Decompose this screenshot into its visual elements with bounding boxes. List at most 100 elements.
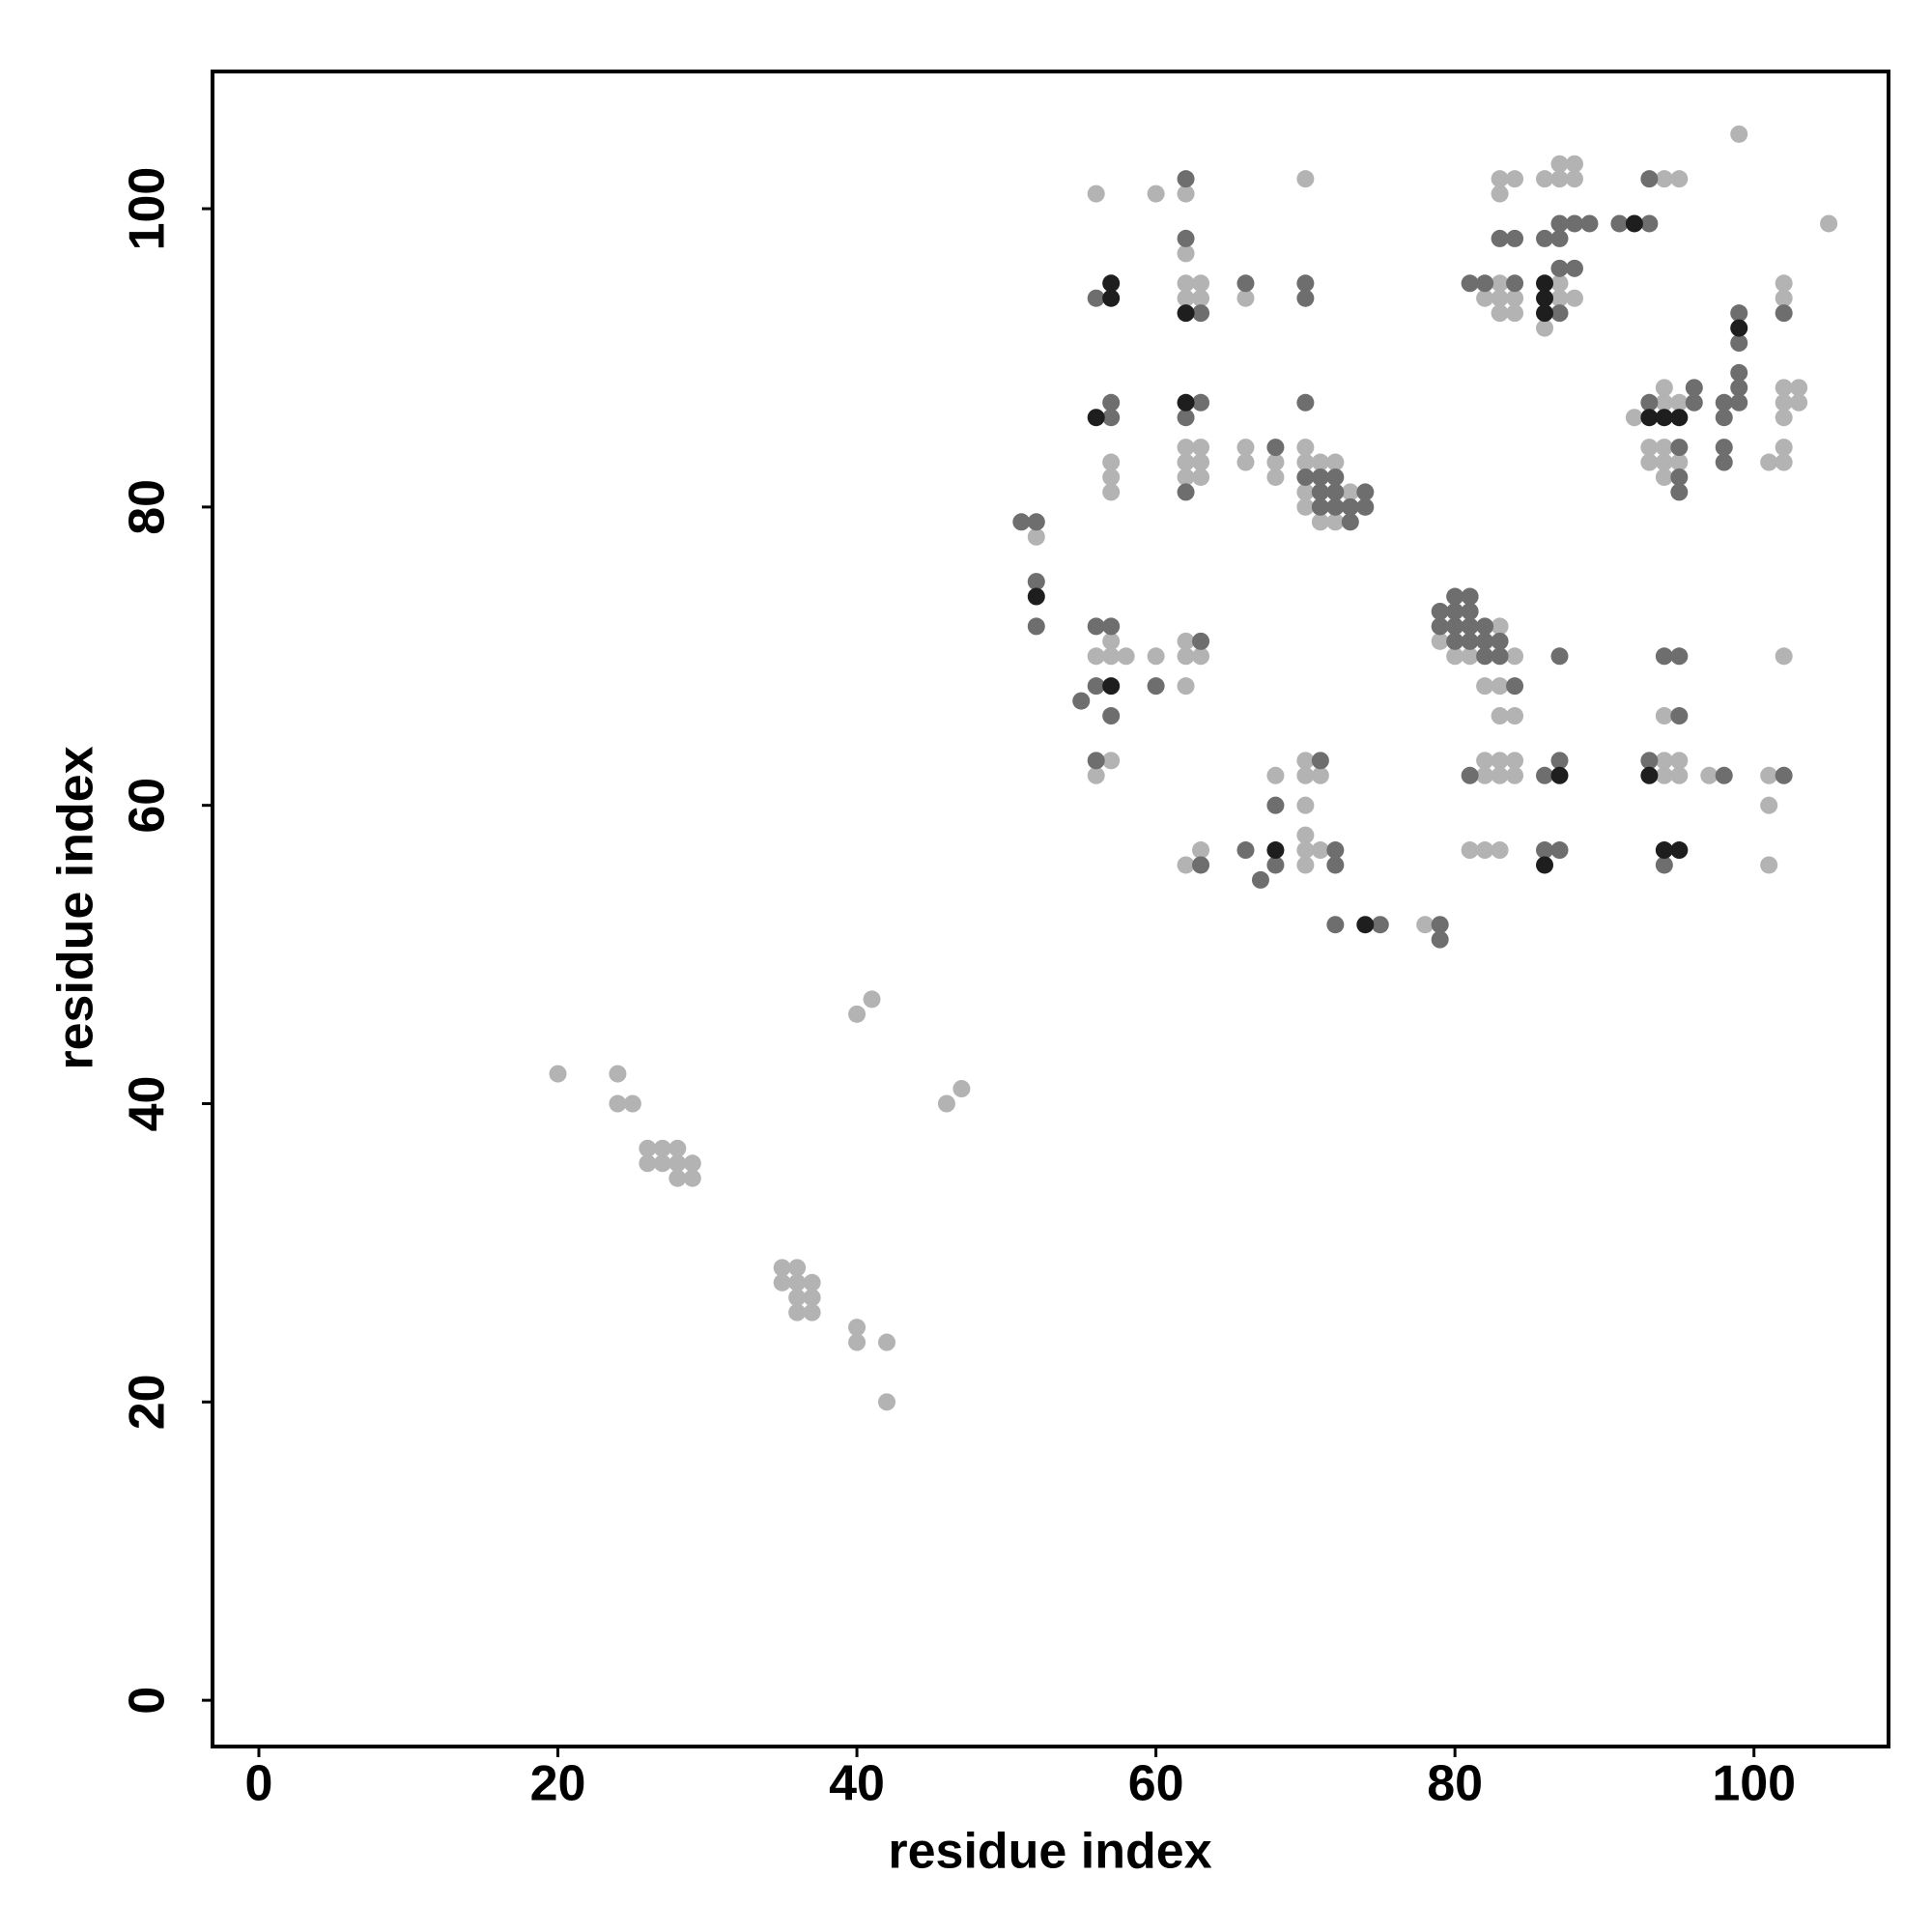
point [1102,274,1121,293]
point [1461,841,1479,860]
point [1491,632,1509,650]
point [1715,766,1733,784]
point [1760,796,1778,814]
point [1491,707,1509,725]
point [1775,409,1793,427]
point [1461,766,1479,784]
point [1147,677,1165,696]
point [1775,766,1793,784]
point [1296,841,1315,860]
point [1506,752,1524,770]
point [668,1154,687,1173]
x-tick-label: 60 [1128,1756,1184,1812]
point [1550,214,1569,233]
y-tick-label: 80 [120,479,176,535]
point [1715,409,1733,427]
point [1640,214,1659,233]
point [1491,274,1509,293]
point [1177,229,1195,247]
point [1326,916,1345,934]
point [1087,752,1105,770]
point [1491,647,1509,666]
point [668,1169,687,1187]
point [952,1080,971,1098]
point [1296,856,1315,874]
point [878,1333,896,1351]
point [1775,393,1793,412]
point [1431,916,1449,934]
point [1670,752,1689,770]
point [1087,766,1105,784]
point [1730,319,1748,337]
point [1027,513,1045,531]
point [1311,483,1329,501]
point [1655,409,1673,427]
point [1655,856,1673,874]
point [1491,229,1509,247]
point [1655,439,1673,457]
point [1027,617,1045,636]
point [1311,841,1329,860]
point [1177,677,1195,696]
point [773,1259,791,1277]
point [1655,647,1673,666]
point [803,1289,821,1307]
point [1685,379,1703,397]
x-tick-label: 80 [1427,1756,1483,1812]
point [1670,439,1689,457]
point [1311,752,1329,770]
point [1326,468,1345,486]
point [1775,289,1793,307]
point [878,1393,896,1411]
point [1087,409,1105,427]
point [1536,319,1554,337]
point [1371,916,1389,934]
point [1192,647,1210,666]
point [1730,379,1748,397]
point [1491,752,1509,770]
point [1550,752,1569,770]
point [1536,766,1554,784]
point [1177,409,1195,427]
point [1790,379,1808,397]
point [1446,602,1464,620]
point [848,1333,867,1351]
point [1266,841,1285,860]
point [1177,170,1195,188]
point [1730,304,1748,323]
point [1625,409,1643,427]
point [1461,587,1479,606]
point [623,1094,641,1113]
point [1550,766,1569,784]
point [1192,439,1210,457]
point [1311,453,1329,471]
point [1730,125,1748,143]
point [1730,363,1748,382]
point [788,1303,807,1321]
point [1476,766,1494,784]
point [1491,304,1509,323]
point [1506,170,1524,188]
point [1102,632,1121,650]
point [1670,483,1689,501]
point [803,1273,821,1292]
point [1476,289,1494,307]
point [937,1094,955,1113]
point [1550,304,1569,323]
point [1102,752,1121,770]
point [1476,632,1494,650]
point [1192,453,1210,471]
point [1296,483,1315,501]
point [1655,707,1673,725]
point [1775,439,1793,457]
y-tick-label: 0 [120,1687,176,1715]
point [1760,856,1778,874]
point [1102,483,1121,501]
point [1296,439,1315,457]
point [1506,677,1524,696]
point [1775,379,1793,397]
point [1491,170,1509,188]
point [1760,766,1778,784]
y-tick-label: 100 [120,167,176,251]
point [1491,841,1509,860]
